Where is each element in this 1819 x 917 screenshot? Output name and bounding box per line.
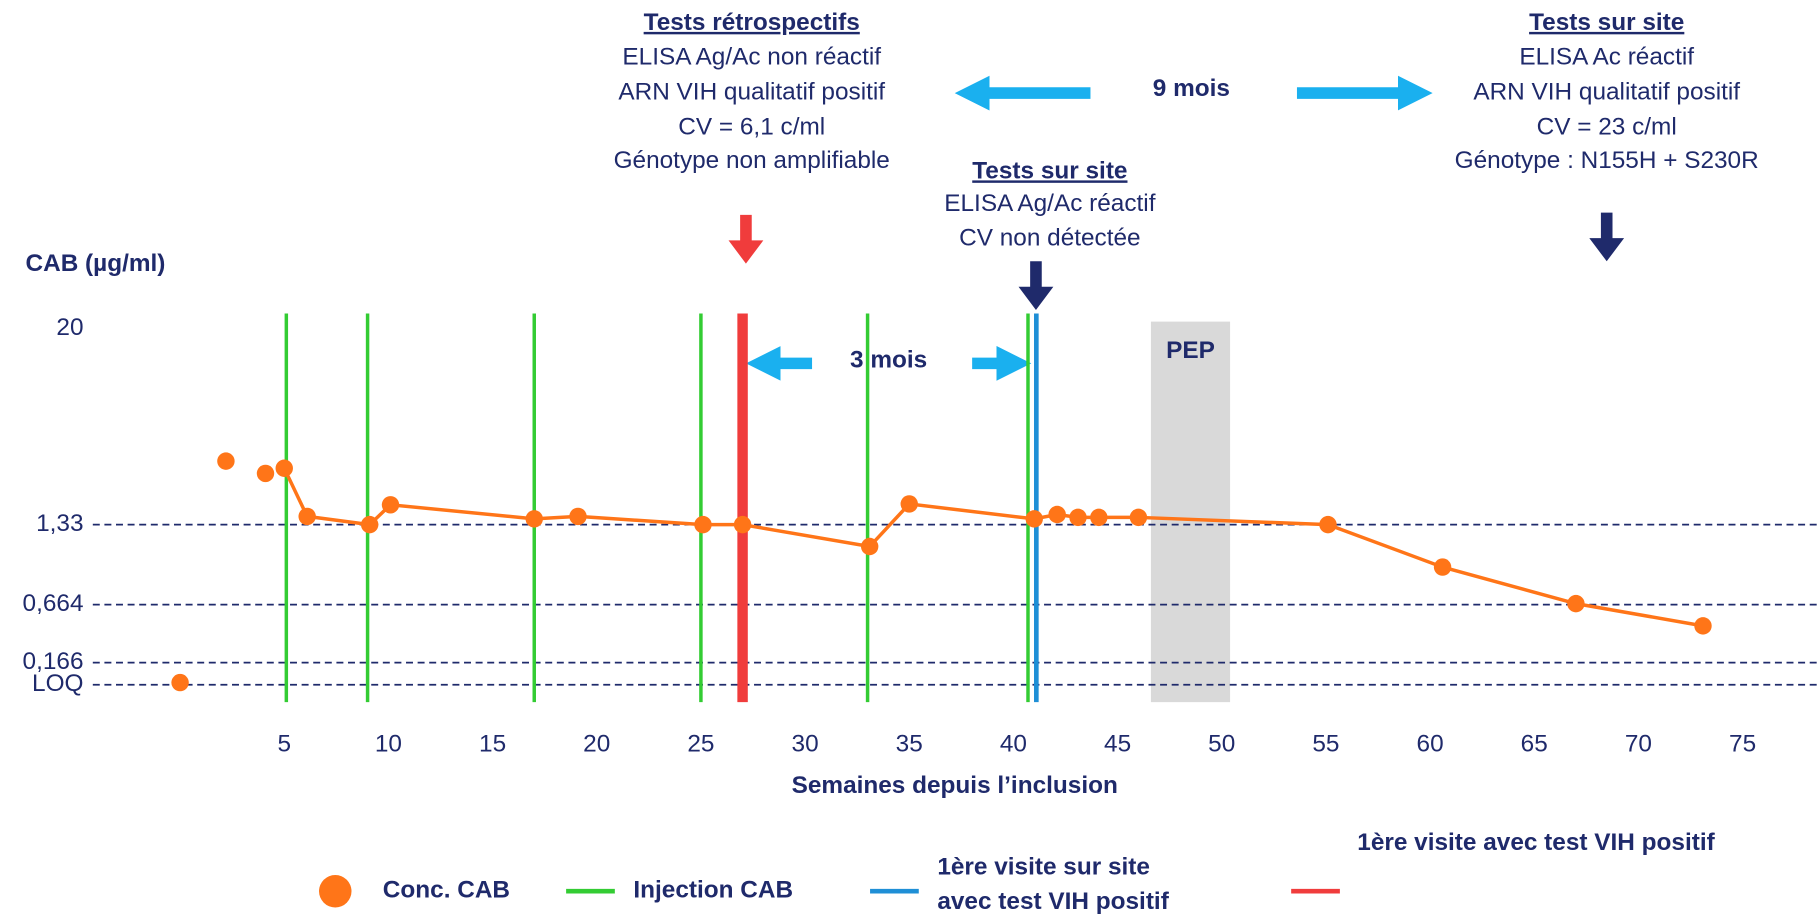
x-axis-label: Semaines depuis l’inclusion <box>792 772 1118 799</box>
y-tick-label: 1,33 <box>36 510 83 537</box>
legend-label: 1ère visite sur site <box>937 853 1150 880</box>
x-tick-label: 20 <box>583 730 610 757</box>
y-tick-label: LOQ <box>32 670 83 697</box>
data-point <box>1090 508 1108 527</box>
data-point <box>1567 594 1585 613</box>
data-point <box>360 515 379 534</box>
data-point <box>171 673 189 692</box>
x-tick-label: 75 <box>1729 730 1756 757</box>
data-point <box>256 464 275 483</box>
data-point <box>525 510 543 528</box>
x-tick-label: 5 <box>277 730 291 757</box>
data-point <box>217 452 235 470</box>
arrow <box>728 214 764 264</box>
arrow <box>1018 261 1054 311</box>
x-tick-label: 35 <box>896 730 923 757</box>
y-axis-label: CAB (µg/ml) <box>26 250 166 277</box>
x-tick-label: 45 <box>1104 730 1131 757</box>
x-tick-label: 15 <box>479 730 506 757</box>
annotation-line: Génotype non amplifiable <box>614 147 890 174</box>
data-point <box>1319 515 1337 534</box>
x-tick-label: 30 <box>792 730 819 757</box>
data-point <box>569 507 587 526</box>
annotation-title: Tests sur site <box>972 157 1127 184</box>
x-tick-label: 10 <box>375 730 402 757</box>
annotation-title: Tests sur site <box>1529 9 1684 36</box>
data-point <box>900 495 918 513</box>
y-tick-label: 0,166 <box>23 648 84 675</box>
annotation-line: CV = 23 c/ml <box>1537 113 1677 140</box>
legend-marker <box>319 874 352 908</box>
annotation-line: ELISA Ag/Ac non réactif <box>622 44 881 71</box>
data-point <box>694 515 712 534</box>
data-point <box>1069 508 1087 527</box>
interval-label: 9 mois <box>1153 75 1230 102</box>
pep-band <box>1150 321 1231 703</box>
annotation-line: CV = 6,1 c/ml <box>678 113 825 140</box>
data-point <box>1129 508 1148 527</box>
legend-label: Conc. CAB <box>383 877 510 904</box>
data-point <box>1694 617 1712 635</box>
data-point <box>1048 505 1066 524</box>
annotation-title: Tests rétrospectifs <box>644 9 860 36</box>
annotation-line: ARN VIH qualitatif positif <box>1473 79 1740 106</box>
annotation-line: ELISA Ag/Ac réactif <box>944 190 1155 217</box>
data-point <box>381 496 400 514</box>
pep-label: PEP <box>1166 337 1215 364</box>
data-point <box>733 515 752 534</box>
data-point <box>275 459 293 477</box>
x-tick-label: 25 <box>687 730 714 757</box>
interval-label: 3 mois <box>850 346 927 373</box>
legend-label: avec test VIH positif <box>937 888 1169 915</box>
annotation-line: ELISA Ac réactif <box>1519 44 1694 71</box>
annotation-line: CV non détectée <box>959 225 1140 252</box>
x-tick-label: 40 <box>1000 730 1027 757</box>
x-tick-label: 70 <box>1625 730 1652 757</box>
annotation-line: Génotype : N155H + S230R <box>1455 147 1759 174</box>
data-point <box>1433 558 1452 576</box>
x-tick-label: 65 <box>1521 730 1548 757</box>
data-point <box>298 507 316 526</box>
x-tick-label: 60 <box>1417 730 1444 757</box>
data-point <box>860 537 879 556</box>
x-tick-label: 55 <box>1312 730 1339 757</box>
legend-label: Injection CAB <box>633 877 793 904</box>
arrow <box>1589 212 1625 262</box>
data-point <box>1025 510 1043 528</box>
y-tick-label: 20 <box>56 314 83 341</box>
x-tick-label: 50 <box>1208 730 1235 757</box>
legend-label: 1ère visite avec test VIH positif <box>1357 829 1715 856</box>
series-line <box>282 467 1704 628</box>
annotation-line: ARN VIH qualitatif positif <box>618 79 885 106</box>
y-tick-label: 0,664 <box>23 590 84 617</box>
